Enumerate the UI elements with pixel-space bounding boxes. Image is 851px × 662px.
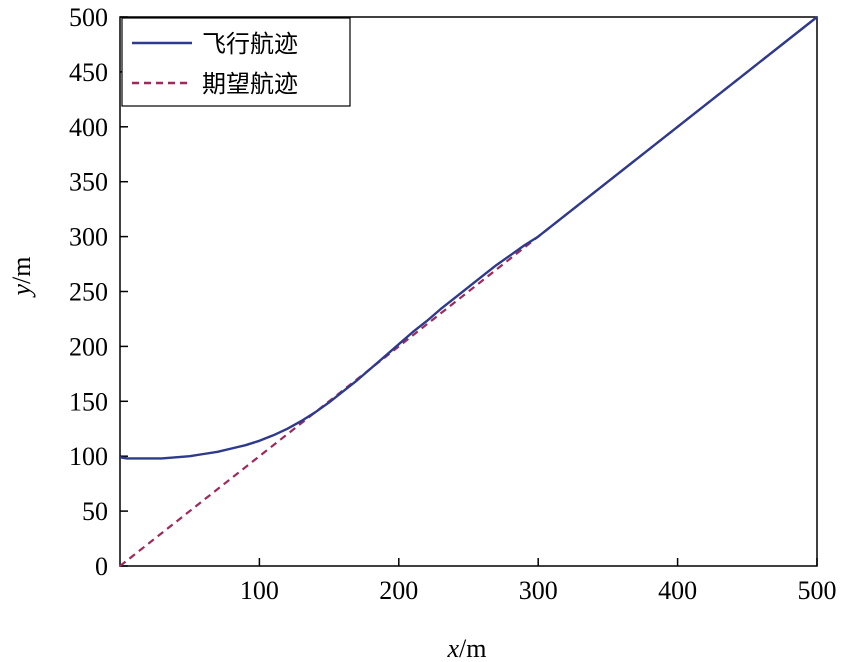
y-tick-label: 500 (69, 3, 108, 32)
y-tick-label: 450 (69, 58, 108, 87)
series-layer (119, 16, 818, 567)
x-axis-unit: /m (459, 634, 486, 662)
x-tick-label: 300 (519, 576, 558, 605)
x-tick-label: 400 (658, 576, 697, 605)
y-tick-label: 50 (82, 497, 108, 526)
y-tick-label: 150 (69, 387, 108, 416)
y-tick-label: 400 (69, 113, 108, 142)
x-tick-label: 100 (240, 576, 279, 605)
axis-ticks: 100 200 300 400 500 0 50 100 150 200 250 300 350 400 4… (69, 3, 837, 605)
y-tick-label: 250 (69, 278, 108, 307)
x-tick-label: 200 (379, 576, 418, 605)
y-tick-label: 200 (69, 332, 108, 361)
series-line-1 (119, 16, 818, 567)
x-axis-var: x (447, 634, 460, 662)
legend-label-1: 期望航迹 (202, 70, 298, 98)
y-tick-label: 300 (69, 223, 108, 252)
y-tick-label: 350 (69, 168, 108, 197)
y-tick-label: 100 (69, 442, 108, 471)
series-line-0 (119, 16, 818, 460)
legend-label-0: 飞行航迹 (202, 30, 298, 58)
y-tick-label: 0 (95, 552, 108, 581)
x-axis-label: x/m (447, 634, 487, 662)
y-axis-var: y (7, 284, 36, 299)
x-tick-label: 500 (798, 576, 837, 605)
legend-box (121, 17, 351, 107)
y-axis-label: y/m (7, 257, 36, 299)
y-axis-unit: /m (7, 257, 36, 284)
